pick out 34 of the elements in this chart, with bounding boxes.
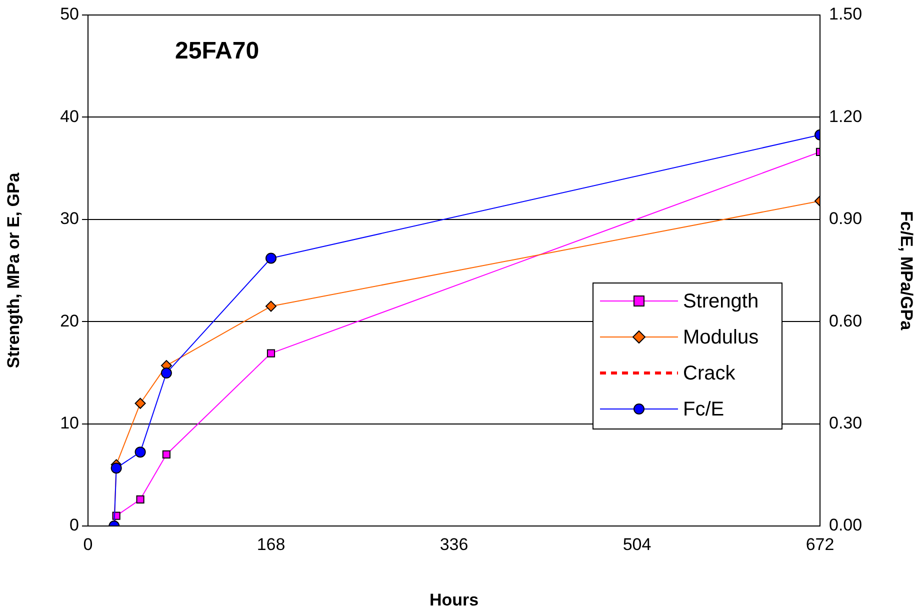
legend-label: Strength <box>683 290 759 313</box>
x-tick-label: 672 <box>806 534 834 554</box>
y2-tick-label: 0.90 <box>829 209 862 228</box>
y2-tick-label: 0.00 <box>829 516 862 535</box>
y2-tick-label: 0.30 <box>829 413 862 432</box>
point <box>266 349 276 358</box>
text: 25FA70 <box>175 38 260 65</box>
point <box>134 446 146 458</box>
y-tick-label: 50 <box>60 4 79 24</box>
point <box>160 368 172 379</box>
x-tick-label: 168 <box>256 534 286 554</box>
y2-axis-title: Fc/E, MPa/GPa <box>897 210 916 331</box>
y2-tick-label: 0.60 <box>829 311 862 330</box>
legend-label: Fc/E <box>683 398 724 421</box>
point <box>266 252 276 264</box>
point <box>110 462 122 474</box>
legend-label: Modulus <box>683 326 759 349</box>
point <box>266 300 276 312</box>
x-tick-label: 336 <box>440 534 468 554</box>
y-tick-label: 0 <box>70 516 79 535</box>
y-tick-label: 20 <box>60 311 79 330</box>
y-tick-label: 30 <box>60 209 79 228</box>
y2-tick-label: 1.20 <box>829 106 862 126</box>
y2-tick-label: 1.50 <box>829 4 862 24</box>
point <box>134 398 146 409</box>
y-tick-label: 40 <box>60 106 79 126</box>
x-axis-title: Hours <box>429 590 479 610</box>
y-axis-title: Strength, MPa or E, GPa <box>4 172 23 368</box>
x-tick-label: 504 <box>622 534 652 554</box>
legend-label: Crack <box>683 362 736 385</box>
x-tick-label: 0 <box>83 534 93 554</box>
point <box>162 450 170 458</box>
point <box>136 495 144 504</box>
y-tick-label: 10 <box>60 413 79 432</box>
